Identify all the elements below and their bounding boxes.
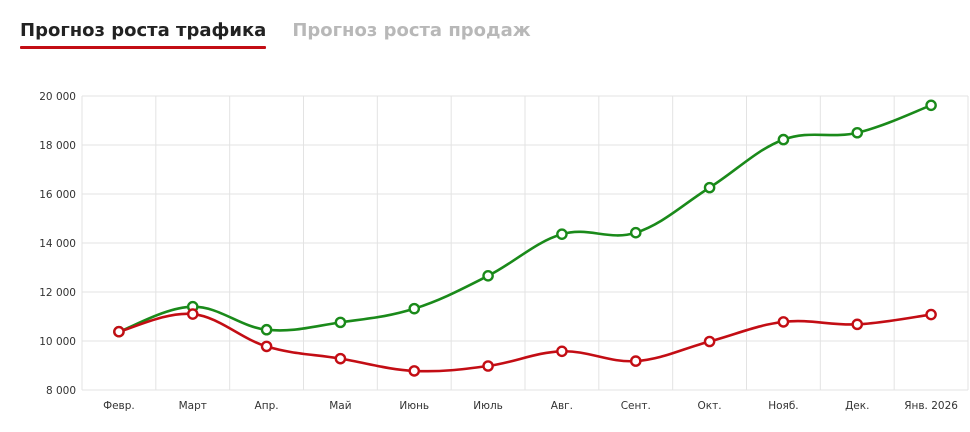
data-point — [629, 226, 642, 239]
x-tick-label: Июнь — [399, 400, 429, 412]
y-tick-label: 14 000 — [39, 238, 76, 250]
data-point — [703, 181, 716, 194]
data-point — [851, 318, 864, 331]
y-tick-label: 12 000 — [39, 287, 76, 299]
data-point — [482, 270, 494, 282]
y-tick-label: 18 000 — [39, 140, 76, 152]
data-point — [408, 365, 421, 377]
data-point — [260, 323, 273, 336]
x-tick-label: Май — [329, 400, 351, 412]
data-point — [777, 133, 790, 146]
data-point — [113, 325, 125, 338]
data-point — [334, 316, 347, 329]
x-tick-label: Дек. — [845, 400, 869, 412]
y-tick-label: 8 000 — [46, 385, 76, 397]
data-point — [556, 345, 568, 358]
tab-bar: Прогноз роста трафика Прогноз роста прод… — [20, 20, 531, 49]
data-point — [334, 352, 347, 365]
series-line-2 — [118, 312, 932, 373]
x-tick-label: Июль — [473, 400, 503, 412]
x-tick-label: Сент. — [621, 400, 651, 412]
y-tick-label: 20 000 — [39, 91, 76, 103]
y-tick-label: 10 000 — [39, 336, 76, 348]
data-point — [556, 228, 568, 240]
x-tick-label: Окт. — [698, 400, 722, 412]
data-point — [408, 302, 421, 315]
tab-traffic-forecast[interactable]: Прогноз роста трафика — [20, 20, 267, 49]
data-point — [777, 316, 790, 328]
x-tick-label: Янв. 2026 — [904, 400, 958, 412]
x-tick-label: Март — [179, 400, 207, 412]
data-point — [851, 126, 864, 139]
x-tick-label: Апр. — [255, 400, 279, 412]
y-tick-label: 16 000 — [39, 189, 76, 201]
data-point — [629, 355, 642, 367]
data-point — [186, 308, 199, 320]
x-tick-label: Нояб. — [768, 400, 798, 412]
data-point — [703, 335, 716, 348]
x-tick-label: Февр. — [103, 400, 135, 412]
data-point — [925, 308, 937, 321]
data-point — [260, 340, 273, 353]
tab-sales-forecast[interactable]: Прогноз роста продаж — [292, 20, 531, 41]
data-point — [925, 99, 937, 112]
data-point — [482, 360, 494, 372]
x-tick-label: Авг. — [551, 400, 573, 412]
